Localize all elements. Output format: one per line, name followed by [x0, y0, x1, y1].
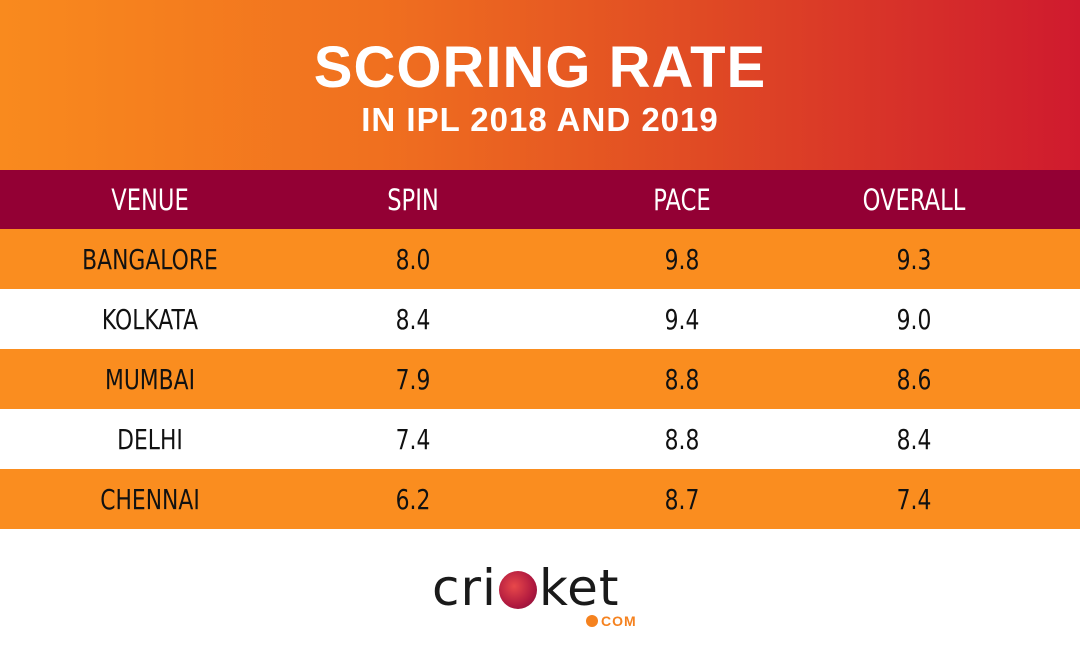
venue-cell: MUMBAI — [104, 362, 196, 396]
pace-cell: 9.8 — [664, 242, 700, 276]
logo-dot-icon — [586, 615, 598, 627]
logo-text-part2: i — [482, 559, 497, 617]
chart-title: SCORING RATE — [313, 35, 767, 100]
overall-cell: 9.0 — [896, 302, 932, 336]
overall-cell: 7.4 — [896, 482, 932, 516]
logo-suffix: COM — [601, 613, 637, 629]
pace-cell: 8.7 — [664, 482, 700, 516]
logo-text-part3: ket — [538, 559, 620, 617]
scoring-rate-table: VENUE SPIN PACE OVERALL BANGALORE 8.0 9.… — [0, 170, 1080, 529]
table-row: MUMBAI 7.9 8.8 8.6 — [0, 349, 1080, 409]
venue-cell: DELHI — [117, 422, 183, 456]
venue-cell: KOLKATA — [101, 302, 199, 336]
column-header-pace: PACE — [653, 182, 711, 217]
pace-cell: 8.8 — [664, 422, 700, 456]
chart-subtitle: IN IPL 2018 AND 2019 — [361, 101, 719, 138]
overall-cell: 9.3 — [896, 242, 932, 276]
table-row: CHENNAI 6.2 8.7 7.4 — [0, 469, 1080, 529]
logo-wordmark: cr i ket — [432, 560, 620, 616]
venue-cell: BANGALORE — [82, 242, 218, 276]
overall-cell: 8.4 — [896, 422, 932, 456]
overall-cell: 8.6 — [896, 362, 932, 396]
spin-cell: 7.4 — [395, 422, 431, 456]
pace-cell: 9.4 — [664, 302, 700, 336]
venue-cell: CHENNAI — [100, 482, 200, 516]
spin-cell: 7.9 — [395, 362, 431, 396]
header-banner: SCORING RATE IN IPL 2018 AND 2019 — [0, 0, 1080, 170]
column-header-overall: OVERALL — [862, 182, 966, 217]
pace-cell: 8.8 — [664, 362, 700, 396]
cricket-com-logo: cr i ket COM — [430, 560, 650, 630]
table-row: DELHI 7.4 8.8 8.4 — [0, 409, 1080, 469]
table-row: KOLKATA 8.4 9.4 9.0 — [0, 289, 1080, 349]
spin-cell: 8.0 — [395, 242, 431, 276]
cricket-ball-icon — [498, 571, 537, 609]
logo-text-part1: cr — [432, 559, 483, 617]
spin-cell: 8.4 — [395, 302, 431, 336]
table-header-row: VENUE SPIN PACE OVERALL — [0, 170, 1080, 229]
spin-cell: 6.2 — [395, 482, 431, 516]
table-row: BANGALORE 8.0 9.8 9.3 — [0, 229, 1080, 289]
column-header-spin: SPIN — [387, 182, 439, 217]
column-header-venue: VENUE — [111, 182, 189, 217]
